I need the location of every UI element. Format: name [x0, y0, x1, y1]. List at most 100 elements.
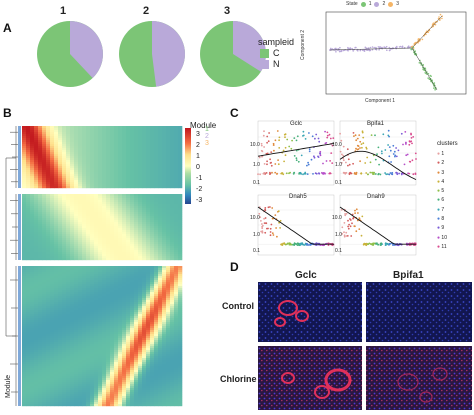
- heatmap-cell: [162, 242, 167, 245]
- heatmap-cell: [122, 144, 127, 147]
- heatmap-cell: [174, 150, 179, 153]
- heatmap-cell: [98, 328, 103, 331]
- heatmap-cell: [162, 266, 167, 269]
- heatmap-cell: [78, 168, 83, 171]
- heatmap-cell: [158, 358, 163, 361]
- heatmap-cell: [162, 272, 167, 275]
- heatmap-cell: [126, 212, 131, 215]
- heatmap-cell: [70, 286, 75, 289]
- heatmap-cell: [98, 364, 103, 367]
- heatmap-cell: [166, 202, 171, 205]
- heatmap-cell: [82, 246, 87, 249]
- heatmap-cell: [62, 246, 67, 249]
- heatmap-cell: [62, 324, 67, 327]
- heatmap-cell: [38, 300, 43, 303]
- heatmap-cell: [46, 270, 51, 273]
- heatmap-cell: [150, 336, 155, 339]
- heatmap-cell: [138, 226, 143, 229]
- heatmap-cell: [62, 298, 67, 301]
- heatmap-cell: [102, 216, 107, 219]
- heatmap-cell: [118, 304, 123, 307]
- heatmap-cell: [70, 194, 75, 197]
- heatmap-cell: [118, 310, 123, 313]
- heatmap-cell: [86, 218, 91, 221]
- heatmap-cell: [54, 272, 59, 275]
- heatmap-cell: [86, 132, 91, 135]
- heatmap-cell: [70, 274, 75, 277]
- heatmap-cell: [90, 244, 95, 247]
- heatmap-cell: [146, 298, 151, 301]
- heatmap-cell: [138, 310, 143, 313]
- heatmap-cell: [78, 338, 83, 341]
- heatmap-cell: [146, 234, 151, 237]
- heatmap-cell: [102, 332, 107, 335]
- heatmap-cell: [86, 300, 91, 303]
- heatmap-cell: [158, 126, 163, 129]
- heatmap-cell: [162, 348, 167, 351]
- state-legend-title: State: [346, 1, 358, 7]
- heatmap-cell: [126, 272, 131, 275]
- heatmap-cell: [162, 172, 167, 175]
- heatmap-cell: [22, 320, 27, 323]
- heatmap-cell: [122, 310, 127, 313]
- heatmap-cell: [74, 312, 79, 315]
- heatmap-cell: [114, 220, 119, 223]
- heatmap-cell: [130, 282, 135, 285]
- heatmap-cell: [146, 372, 151, 375]
- heatmap-cell: [46, 180, 51, 183]
- heatmap-cell: [70, 350, 75, 353]
- heatmap-cell: [78, 252, 83, 255]
- heatmap-cell: [166, 218, 171, 221]
- heatmap-cell: [106, 272, 111, 275]
- heatmap-cell: [106, 244, 111, 247]
- heatmap-cell: [158, 288, 163, 291]
- heatmap-cell: [130, 318, 135, 321]
- heatmap-cell: [150, 310, 155, 313]
- heatmap-cell: [178, 252, 183, 255]
- heatmap-cell: [178, 128, 183, 131]
- heatmap-cell: [78, 202, 83, 205]
- heatmap-cell: [102, 134, 107, 137]
- heatmap-cell: [174, 312, 179, 315]
- heatmap-cell: [46, 186, 51, 189]
- heatmap-cell: [54, 326, 59, 329]
- heatmap-cell: [94, 214, 99, 217]
- heatmap-cell: [174, 182, 179, 185]
- heatmap-cell: [26, 246, 31, 249]
- heatmap-cell: [170, 302, 175, 305]
- heatmap-cell: [34, 134, 39, 137]
- heatmap-cell: [90, 282, 95, 285]
- heatmap-cell: [122, 178, 127, 181]
- heatmap-cell: [62, 210, 67, 213]
- pie-2-title: 2: [143, 5, 150, 17]
- heatmap-cell: [130, 226, 135, 229]
- heatmap-cell: [42, 356, 47, 359]
- heatmap-cell: [34, 342, 39, 345]
- heatmap-cell: [90, 332, 95, 335]
- heatmap-cell: [146, 270, 151, 273]
- heatmap-cell: [66, 364, 71, 367]
- heatmap-cell: [146, 362, 151, 365]
- heatmap-cell: [22, 282, 27, 285]
- heatmap-cell: [118, 132, 123, 135]
- heatmap-cell: [26, 224, 31, 227]
- heatmap-cell: [114, 204, 119, 207]
- heatmap-cell: [22, 212, 27, 215]
- heatmap-cell: [22, 134, 27, 137]
- heatmap-cell: [170, 216, 175, 219]
- heatmap-cell: [62, 166, 67, 169]
- heatmap-cell: [166, 312, 171, 315]
- heatmap-cell: [166, 126, 171, 129]
- heatmap-cell: [30, 286, 35, 289]
- heatmap-cell: [82, 168, 87, 171]
- heatmap-cell: [26, 334, 31, 337]
- heatmap-cell: [126, 288, 131, 291]
- heatmap-cell: [46, 338, 51, 341]
- heatmap-cell: [58, 298, 63, 301]
- heatmap-cell: [54, 300, 59, 303]
- heatmap-cell: [46, 200, 51, 203]
- heatmap-cell: [90, 354, 95, 357]
- heatmap-cell: [146, 152, 151, 155]
- heatmap-cell: [46, 364, 51, 367]
- heatmap-cell: [134, 292, 139, 295]
